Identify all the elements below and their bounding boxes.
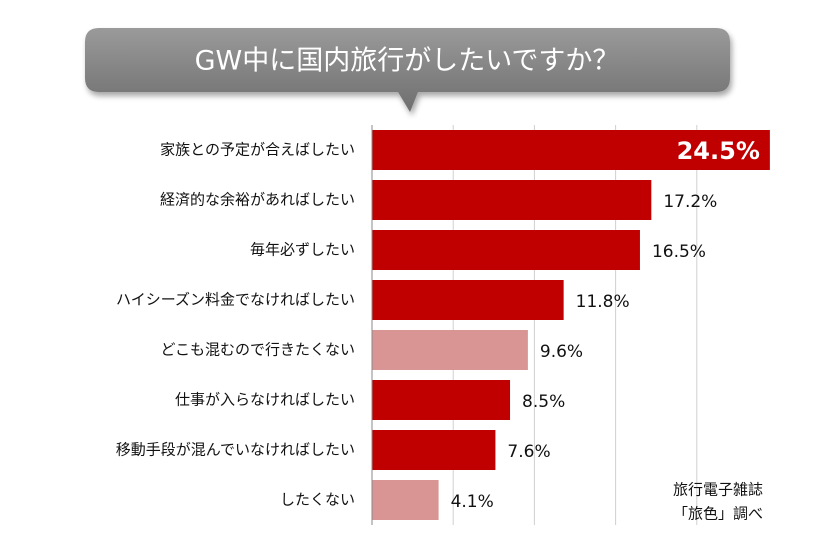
category-label: 移動手段が混んでいなければしたい bbox=[116, 441, 355, 459]
value-label: 8.5% bbox=[522, 392, 565, 412]
category-label: ハイシーズン料金でなければしたい bbox=[116, 291, 355, 309]
value-label: 17.2% bbox=[663, 192, 717, 212]
bar bbox=[372, 480, 439, 520]
bar bbox=[372, 130, 770, 170]
value-label: 11.8% bbox=[576, 292, 630, 312]
title-bubble bbox=[85, 28, 730, 112]
source-note: 「旅色」調べ bbox=[673, 505, 763, 523]
chart-title: GW中に国内旅行がしたいですか？ bbox=[195, 46, 620, 77]
bar bbox=[372, 180, 652, 220]
category-label: どこも混むので行きたくない bbox=[160, 341, 355, 359]
category-label: したくない bbox=[280, 491, 355, 509]
category-label: 仕事が入らなければしたい bbox=[175, 391, 355, 409]
bar bbox=[372, 230, 640, 270]
value-label: 16.5% bbox=[652, 242, 706, 262]
category-label: 経済的な余裕があればしたい bbox=[160, 191, 355, 209]
value-label: 9.6% bbox=[540, 342, 583, 362]
value-label: 7.6% bbox=[507, 442, 550, 462]
category-label: 毎年必ずしたい bbox=[250, 241, 355, 259]
bar bbox=[372, 380, 511, 420]
category-label: 家族との予定が合えばしたい bbox=[160, 141, 355, 159]
bar bbox=[372, 330, 528, 370]
source-note: 旅行電子雑誌 bbox=[673, 481, 763, 499]
bar bbox=[372, 280, 564, 320]
value-label: 24.5% bbox=[677, 137, 760, 165]
bar bbox=[372, 430, 496, 470]
value-label: 4.1% bbox=[451, 492, 494, 512]
